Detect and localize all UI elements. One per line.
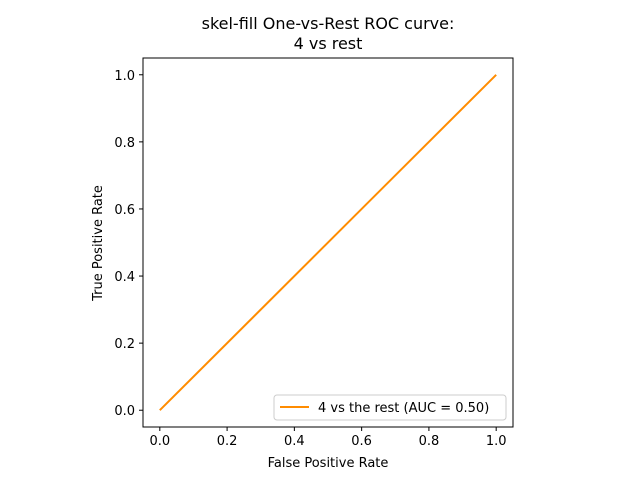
y-axis-ticks: 0.0 0.2 0.4 0.6 0.8 1.0 [114, 69, 143, 419]
legend: 4 vs the rest (AUC = 0.50) [273, 394, 507, 421]
x-tick-label: 0.8 [419, 434, 440, 449]
y-tick-label: 0.6 [114, 203, 135, 218]
x-tick-label: 0.0 [149, 434, 170, 449]
legend-entry-label: 4 vs the rest (AUC = 0.50) [318, 401, 489, 416]
y-tick-label: 0.2 [114, 337, 135, 352]
x-tick-label: 0.6 [351, 434, 372, 449]
x-axis-ticks: 0.0 0.2 0.4 0.6 0.8 1.0 [149, 427, 507, 449]
roc-curve-line [159, 74, 497, 411]
series-layer [159, 74, 497, 411]
x-tick-label: 0.2 [217, 434, 238, 449]
x-tick-label: 0.4 [284, 434, 305, 449]
chart-title-line-1: skel-fill One-vs-Rest ROC curve: [202, 14, 455, 33]
legend-box [273, 394, 507, 421]
y-axis-label: True Positive Rate [91, 185, 106, 302]
y-tick-label: 0.4 [114, 270, 135, 285]
x-tick-label: 1.0 [486, 434, 507, 449]
y-tick-label: 1.0 [114, 69, 135, 84]
y-tick-label: 0.0 [114, 404, 135, 419]
y-tick-label: 0.8 [114, 136, 135, 151]
chart-title-line-2: 4 vs rest [294, 34, 363, 53]
x-axis-label: False Positive Rate [268, 456, 389, 471]
